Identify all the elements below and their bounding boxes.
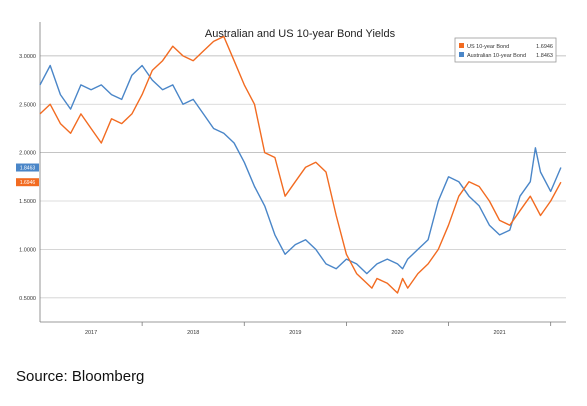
legend-value-us: 1.6946	[536, 44, 553, 50]
y-tick-label: 1.5000	[19, 199, 36, 205]
x-tick-label: 2017	[85, 330, 97, 336]
y-tick-label: 1.0000	[19, 247, 36, 253]
source-caption: Source: Bloomberg	[16, 368, 145, 385]
x-tick-label: 2021	[493, 330, 505, 336]
bond-yield-chart: Australian and US 10-year Bond Yields 0.…	[16, 22, 566, 336]
legend-swatch-us	[459, 43, 464, 48]
x-tick-label: 2018	[187, 330, 199, 336]
chart-title: Australian and US 10-year Bond Yields	[205, 28, 396, 40]
x-tick-label: 2020	[391, 330, 403, 336]
y-tick-label: 2.5000	[19, 102, 36, 108]
y-tick-label: 2.0000	[19, 151, 36, 157]
series-lines	[39, 35, 562, 294]
legend-label-us: US 10-year Bond	[467, 44, 509, 50]
x-axis-tick-labels: 2017 2018 2019 2020 2021	[85, 330, 506, 336]
y-tick-label: 0.5000	[19, 296, 36, 302]
legend: US 10-year Bond 1.6946 Australian 10-yea…	[454, 37, 557, 63]
last-value-badges: 1.6946 1.8463	[16, 163, 39, 187]
legend-box	[454, 37, 557, 63]
last-value-badge-text: 1.8463	[20, 166, 36, 172]
grid-lines	[39, 22, 566, 326]
y-tick-label: 3.0000	[19, 54, 36, 60]
series-line-australia	[39, 64, 562, 275]
last-value-badge-us	[16, 178, 39, 187]
x-tick-label: 2019	[289, 330, 301, 336]
last-value-badge-text: 1.6946	[20, 180, 36, 186]
legend-label-au: Australian 10-year Bond	[467, 53, 526, 59]
last-value-badge-australia	[16, 163, 39, 172]
legend-value-au: 1.8463	[536, 53, 553, 59]
legend-swatch-au	[459, 52, 464, 57]
y-axis-tick-labels: 0.5000 1.0000 1.5000 2.0000 2.5000 3.0000	[19, 54, 36, 302]
series-line-us	[39, 35, 562, 294]
